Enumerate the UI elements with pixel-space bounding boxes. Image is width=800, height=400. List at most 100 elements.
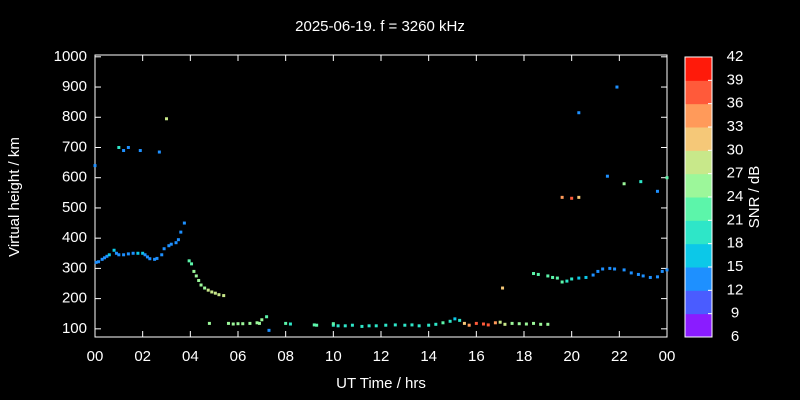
data-point <box>384 323 388 327</box>
data-point <box>222 294 226 298</box>
data-point <box>241 322 245 326</box>
data-point <box>117 253 121 257</box>
data-point <box>427 323 431 327</box>
data-point <box>546 322 550 326</box>
data-point <box>665 268 669 272</box>
colorbar-band <box>685 150 712 175</box>
x-tick-label: 00 <box>659 348 676 365</box>
y-tick-label: 500 <box>62 199 87 216</box>
plot-frame <box>94 54 668 338</box>
data-point <box>136 251 140 255</box>
data-point <box>312 323 316 327</box>
data-point <box>210 290 214 294</box>
data-point <box>165 117 168 121</box>
data-point <box>336 324 340 328</box>
data-point <box>565 279 569 283</box>
data-point <box>167 244 171 248</box>
colorbar-tick-label: 30 <box>727 141 744 158</box>
data-point <box>498 320 502 324</box>
data-point <box>176 238 180 242</box>
colorbar-tick-label: 21 <box>727 211 744 228</box>
data-point <box>203 286 207 290</box>
data-point <box>248 321 252 325</box>
y-tick-label: 1000 <box>54 48 87 65</box>
colorbar-band <box>685 173 712 198</box>
x-tick-label: 02 <box>134 348 151 365</box>
x-tick-label: 10 <box>325 348 342 365</box>
data-point <box>107 253 111 257</box>
data-point <box>517 322 521 326</box>
data-point <box>331 323 335 327</box>
data-point <box>493 321 497 325</box>
colorbar-tick-label: 42 <box>727 48 744 65</box>
data-point <box>93 164 97 168</box>
data-point <box>145 255 149 259</box>
data-point <box>207 321 211 325</box>
colorbar-band <box>685 103 712 128</box>
data-point <box>100 257 104 261</box>
data-point <box>453 317 457 321</box>
data-point <box>629 271 633 275</box>
data-point <box>153 257 157 261</box>
data-point <box>199 283 203 287</box>
data-point <box>138 149 142 153</box>
data-point <box>560 280 564 284</box>
colorbar-tick-label: 18 <box>727 235 744 252</box>
data-point <box>474 321 478 325</box>
data-point <box>403 323 407 327</box>
colorbar-band <box>685 290 712 315</box>
data-point <box>596 269 600 273</box>
colorbar-tick-label: 27 <box>727 165 744 182</box>
y-tick-label: 300 <box>62 259 87 276</box>
x-tick-label: 00 <box>87 348 104 365</box>
data-point <box>448 319 452 323</box>
data-point <box>117 145 121 149</box>
y-tick-label: 600 <box>62 169 87 186</box>
data-point <box>190 262 194 266</box>
y-tick-label: 200 <box>62 290 87 307</box>
colorbar-band <box>685 127 712 151</box>
data-point <box>255 321 259 325</box>
y-tick-label: 700 <box>62 138 87 155</box>
data-point <box>591 273 595 277</box>
data-point <box>481 322 485 326</box>
data-point <box>126 252 130 256</box>
data-point <box>206 288 210 292</box>
data-point <box>560 195 564 199</box>
colorbar-band <box>685 243 712 268</box>
colorbar-band <box>685 57 712 81</box>
data-point <box>331 322 335 326</box>
data-point <box>539 322 543 326</box>
data-point <box>112 248 116 252</box>
x-axis-label: UT Time / hrs <box>336 375 426 392</box>
data-point <box>141 251 145 255</box>
data-point <box>157 150 161 154</box>
data-point <box>236 322 240 326</box>
chart-title: 2025-06-19. f = 3260 kHz <box>295 18 465 35</box>
data-point <box>570 277 574 281</box>
data-point <box>143 253 147 257</box>
data-point <box>434 322 438 326</box>
x-tick-label: 20 <box>563 348 580 365</box>
data-point <box>114 251 118 255</box>
colorbar-tick-label: 15 <box>727 258 744 275</box>
colorbar-tick-label: 12 <box>727 281 744 298</box>
x-tick-label: 06 <box>230 348 247 365</box>
data-point <box>601 267 605 271</box>
data-point <box>410 323 414 327</box>
data-point <box>179 230 183 234</box>
data-point <box>458 318 462 322</box>
colorbar-tick-label: 36 <box>727 95 744 112</box>
data-point <box>126 145 130 149</box>
data-point <box>367 324 371 328</box>
colorbar-tick-label: 6 <box>731 328 739 345</box>
data-point <box>636 272 640 276</box>
data-point <box>103 256 107 260</box>
data-point <box>217 293 221 297</box>
x-tick-label: 22 <box>611 348 628 365</box>
data-point <box>197 278 201 282</box>
data-point <box>257 321 261 325</box>
y-axis-label: Virtual height / km <box>6 137 23 257</box>
data-point <box>503 322 507 326</box>
